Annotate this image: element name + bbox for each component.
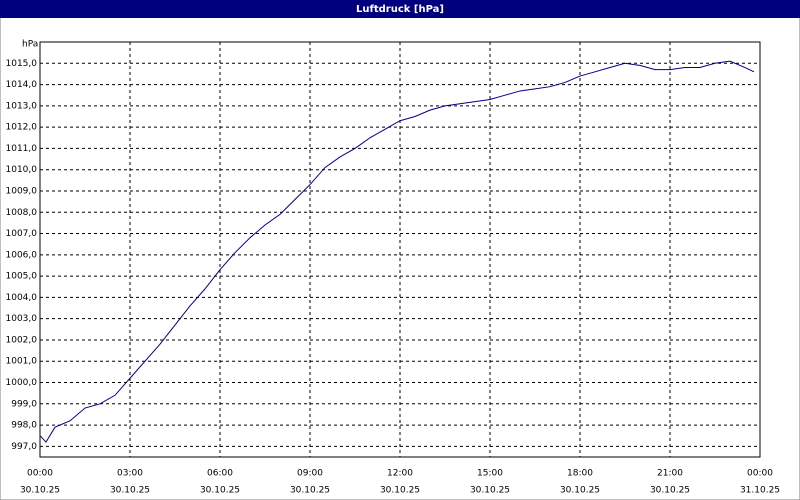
title-bar [0, 0, 800, 18]
x-tick-label: 00:00 [747, 469, 773, 479]
x-tick-label: 03:00 [117, 469, 143, 479]
plot-frame [39, 41, 761, 458]
data-line [39, 60, 755, 443]
y-tick-label: 997,0 [11, 442, 37, 452]
y-tick-label: 1008,0 [6, 208, 38, 218]
y-tick-label: 1007,0 [6, 229, 38, 239]
y-axis-label: hPa [22, 40, 38, 50]
y-tick-label: 1004,0 [6, 293, 38, 303]
y-tick-label: 1006,0 [6, 250, 38, 260]
x-tick-label: 09:00 [297, 469, 323, 479]
y-tick-label: 998,0 [11, 421, 37, 431]
x-tick-label: 00:00 [27, 469, 53, 479]
x-tick-date: 30.10.25 [650, 486, 690, 496]
x-tick-date: 30.10.25 [380, 486, 420, 496]
y-tick-label: 1009,0 [6, 186, 38, 196]
x-tick-label: 06:00 [207, 469, 233, 479]
x-tick-date: 30.10.25 [110, 486, 150, 496]
y-tick-label: 1013,0 [6, 101, 38, 111]
y-tick-label: 1003,0 [6, 314, 38, 324]
y-tick-label: 999,0 [11, 399, 37, 409]
x-tick-date: 30.10.25 [290, 486, 330, 496]
y-tick-label: 1000,0 [6, 378, 38, 388]
y-tick-label: 1001,0 [6, 357, 38, 367]
x-tick-label: 12:00 [387, 469, 413, 479]
x-tick-label: 21:00 [657, 469, 683, 479]
x-tick-label: 18:00 [567, 469, 593, 479]
y-tick-label: 1014,0 [6, 80, 38, 90]
x-tick-label: 15:00 [477, 469, 503, 479]
y-tick-label: 1015,0 [6, 59, 38, 69]
x-tick-date: 31.10.25 [740, 486, 780, 496]
x-tick-date: 30.10.25 [470, 486, 510, 496]
y-tick-label: 1005,0 [6, 272, 38, 282]
y-tick-label: 1002,0 [6, 335, 38, 345]
y-tick-label: 1010,0 [6, 165, 38, 175]
chart-title: Luftdruck [hPa] [356, 4, 444, 15]
x-tick-date: 30.10.25 [560, 486, 600, 496]
y-tick-label: 1011,0 [6, 144, 38, 154]
x-tick-date: 30.10.25 [200, 486, 240, 496]
x-tick-date: 30.10.25 [20, 486, 60, 496]
y-tick-label: 1012,0 [6, 123, 38, 133]
